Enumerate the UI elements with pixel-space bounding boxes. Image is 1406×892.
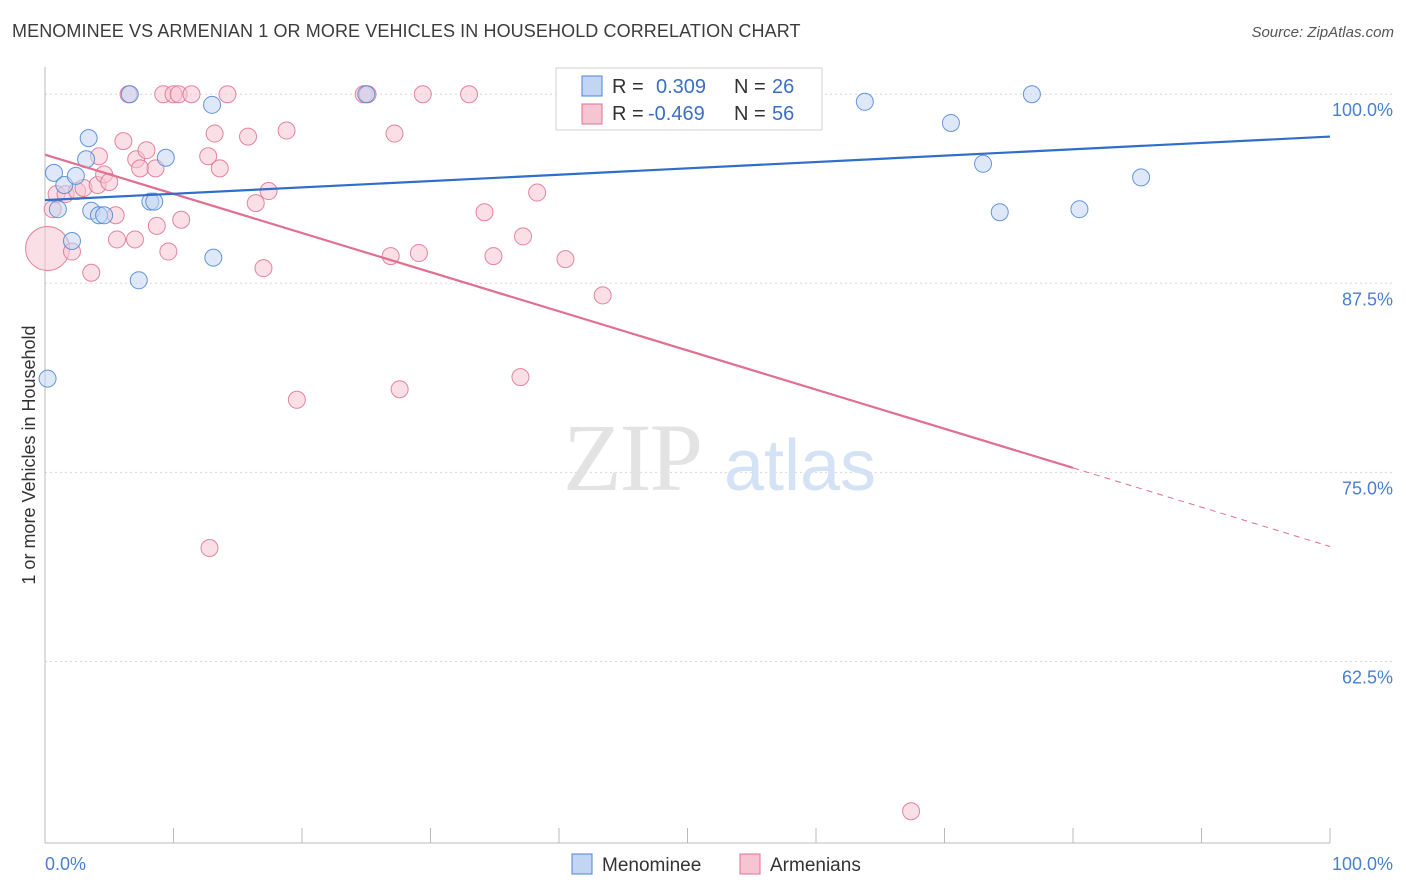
bottom-legend-menominee: Menominee (602, 855, 701, 876)
armenians-point (556, 250, 575, 269)
series-menominee (38, 85, 1151, 388)
bottom-legend-armenians: Armenians (770, 855, 861, 876)
armenians-point (484, 247, 503, 266)
armenians-point (475, 203, 494, 222)
armenians-point (82, 263, 101, 282)
menominee-point (1132, 168, 1151, 187)
menominee-point (66, 166, 85, 185)
armenians-point (182, 85, 201, 104)
chart-title: MENOMINEE VS ARMENIAN 1 OR MORE VEHICLES… (12, 21, 801, 41)
x-ticks (44, 828, 1331, 843)
menominee-point (974, 154, 993, 173)
legend-swatch-armenians (581, 103, 603, 125)
menominee-point (145, 192, 164, 211)
armenians-point (528, 183, 547, 202)
menominee-point (941, 113, 960, 132)
menominee-point (95, 206, 114, 225)
legend-armenians-r-value: -0.469 (648, 103, 705, 125)
armenians-point (218, 85, 237, 104)
menominee-point (203, 95, 222, 114)
menominee-point (204, 248, 223, 267)
menominee-point (156, 148, 175, 167)
grid-lines (45, 93, 1392, 662)
armenians-point (137, 141, 156, 160)
armenians-point (200, 539, 219, 558)
menominee-point (38, 369, 57, 388)
armenians-point (385, 124, 404, 143)
watermark-zip: ZIP (563, 404, 701, 511)
legend-swatch-menominee (581, 75, 603, 97)
armenians-point (390, 380, 409, 399)
armenians-point (205, 124, 224, 143)
legend-armenians-n-value: 56 (772, 103, 794, 125)
watermark-atlas: atlas (724, 426, 876, 506)
armenians-point (172, 210, 191, 229)
armenians-point (287, 390, 306, 409)
armenians-point (25, 226, 71, 272)
y-tick-label: 62.5% (1342, 667, 1393, 687)
armenians-point (210, 159, 229, 178)
bottom-legend: Menominee Armenians (571, 853, 861, 876)
armenians-point (409, 244, 428, 263)
armenians-point (246, 194, 265, 213)
armenians-trend-line (44, 153, 1074, 469)
armenians-point (593, 286, 612, 305)
menominee-point (855, 92, 874, 111)
menominee-point (357, 85, 376, 104)
legend-armenians-n-label: N = (734, 103, 766, 125)
y-tick-label: 100.0% (1332, 100, 1393, 120)
menominee-point (120, 85, 139, 104)
trend-lines (44, 135, 1331, 547)
legend-menominee-r-label: R = (612, 76, 644, 98)
armenians-point (254, 259, 273, 278)
bottom-legend-swatch-armenians (739, 853, 761, 875)
y-tick-label: 75.0% (1342, 478, 1393, 498)
menominee-trend-line (44, 135, 1331, 202)
source-label: Source: ZipAtlas.com (1251, 24, 1394, 41)
armenians-point (277, 121, 296, 140)
legend-menominee-n-label: N = (734, 76, 766, 98)
menominee-point (62, 231, 81, 250)
armenians-point (159, 242, 178, 261)
legend-armenians-r-label: R = (612, 103, 644, 125)
armenians-point (239, 127, 258, 146)
armenians-point (199, 147, 218, 166)
armenians-point (131, 159, 150, 178)
y-tick-labels: 62.5% 75.0% 87.5% 100.0% (1332, 100, 1393, 687)
legend-menominee-n-value: 26 (772, 76, 794, 98)
armenians-point (511, 368, 530, 387)
armenians-point (125, 230, 144, 249)
menominee-point (129, 271, 148, 290)
x-tick-label-min: 0.0% (45, 854, 86, 874)
armenians-point (902, 802, 921, 821)
armenians-point (114, 132, 133, 151)
x-tick-label-max: 100.0% (1332, 854, 1393, 874)
menominee-point (1022, 85, 1041, 104)
y-axis-title: 1 or more Vehicles in Household (19, 325, 39, 584)
menominee-point (990, 203, 1009, 222)
menominee-point (79, 129, 98, 148)
legend: R = 0.309 N = 26 R = -0.469 N = 56 (555, 67, 823, 131)
armenians-trend-extension (1072, 467, 1331, 547)
armenians-point (107, 230, 126, 249)
armenians-point (413, 85, 432, 104)
armenians-point (514, 227, 533, 246)
armenians-point (460, 85, 479, 104)
bottom-legend-swatch-menominee (571, 853, 593, 875)
menominee-point (44, 163, 63, 182)
menominee-point (1070, 200, 1089, 219)
armenians-point (259, 182, 278, 201)
menominee-point (48, 200, 67, 219)
y-tick-label: 87.5% (1342, 289, 1393, 309)
armenians-point (147, 216, 166, 235)
watermark: ZIP atlas (563, 404, 876, 511)
legend-menominee-r-value: 0.309 (656, 76, 706, 98)
